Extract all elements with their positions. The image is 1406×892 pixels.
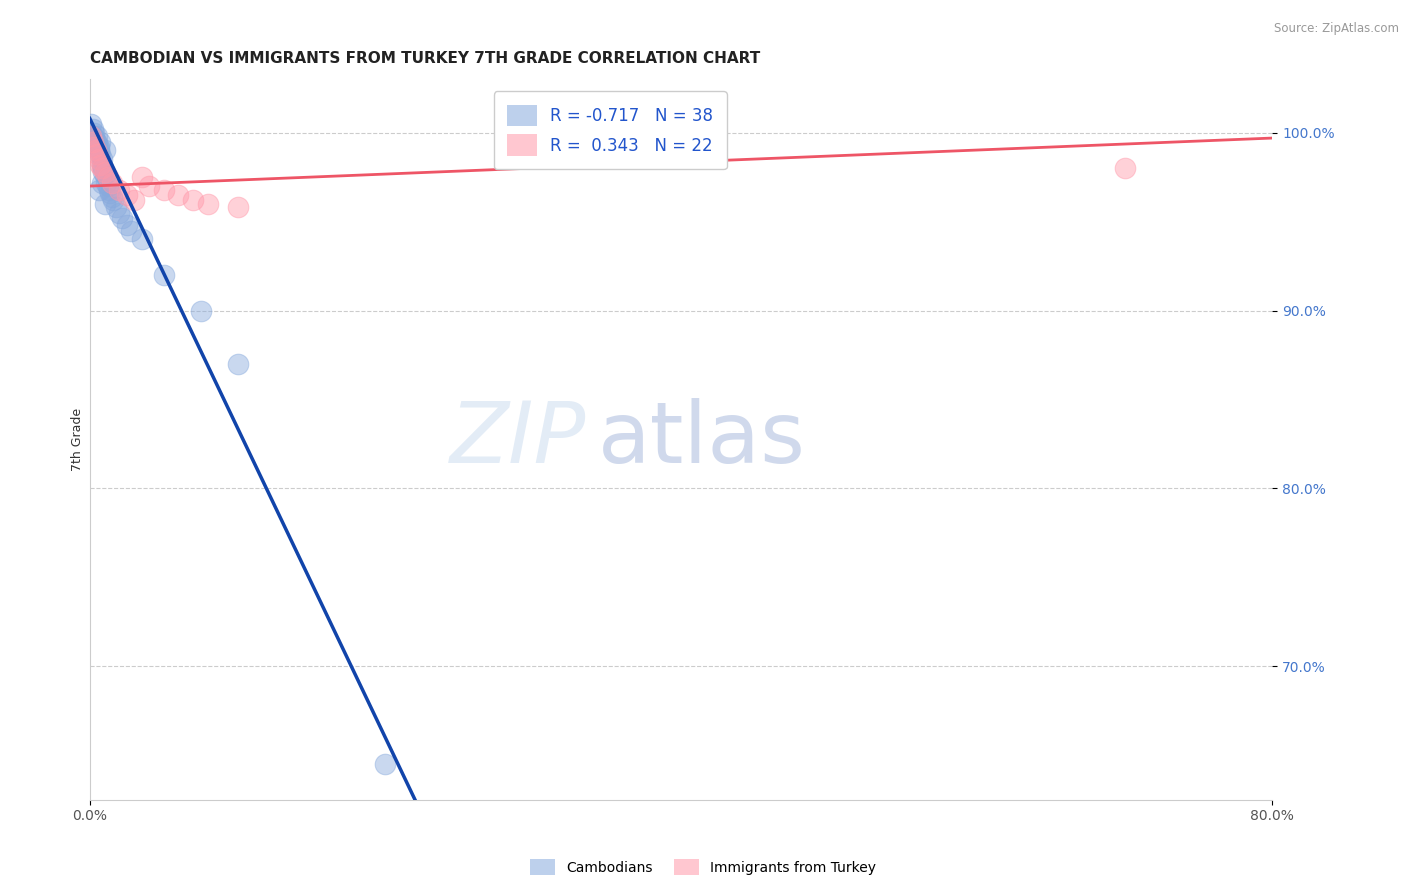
Point bbox=[91, 161, 114, 176]
Point bbox=[152, 183, 174, 197]
Point bbox=[87, 153, 110, 167]
Point bbox=[226, 201, 249, 215]
Point bbox=[80, 129, 103, 144]
Point bbox=[82, 129, 104, 144]
Point bbox=[90, 176, 112, 190]
Point bbox=[82, 135, 104, 149]
Point bbox=[91, 165, 114, 179]
Point bbox=[84, 135, 107, 149]
Point bbox=[100, 186, 122, 201]
Point bbox=[152, 268, 174, 282]
Point bbox=[190, 303, 212, 318]
Point bbox=[87, 144, 110, 158]
Point bbox=[131, 170, 153, 185]
Point bbox=[108, 183, 131, 197]
Point bbox=[90, 153, 112, 167]
Point bbox=[89, 147, 111, 161]
Text: CAMBODIAN VS IMMIGRANTS FROM TURKEY 7TH GRADE CORRELATION CHART: CAMBODIAN VS IMMIGRANTS FROM TURKEY 7TH … bbox=[90, 51, 761, 66]
Point bbox=[82, 122, 104, 136]
Point bbox=[115, 218, 138, 232]
Point bbox=[226, 357, 249, 371]
Point bbox=[131, 232, 153, 246]
Point bbox=[90, 158, 112, 172]
Point bbox=[167, 188, 190, 202]
Point bbox=[93, 169, 115, 183]
Point bbox=[122, 194, 145, 208]
Point bbox=[108, 206, 131, 220]
Point bbox=[84, 144, 107, 158]
Point bbox=[101, 190, 124, 204]
Point bbox=[98, 183, 121, 197]
Point bbox=[86, 129, 108, 144]
Point bbox=[374, 757, 396, 772]
Legend: R = -0.717   N = 38, R =  0.343   N = 22: R = -0.717 N = 38, R = 0.343 N = 22 bbox=[494, 91, 727, 169]
Point bbox=[94, 176, 117, 190]
Point bbox=[103, 194, 125, 208]
Point bbox=[83, 126, 105, 140]
Point bbox=[1114, 161, 1136, 176]
Point bbox=[93, 197, 115, 211]
Text: ZIP: ZIP bbox=[450, 398, 586, 481]
Point bbox=[93, 165, 115, 179]
Y-axis label: 7th Grade: 7th Grade bbox=[72, 408, 84, 471]
Point bbox=[87, 183, 110, 197]
Point bbox=[90, 161, 112, 176]
Point bbox=[84, 140, 107, 154]
Point bbox=[120, 223, 142, 237]
Text: Source: ZipAtlas.com: Source: ZipAtlas.com bbox=[1274, 22, 1399, 36]
Point bbox=[115, 188, 138, 202]
Point bbox=[96, 179, 118, 194]
Point bbox=[89, 158, 111, 172]
Point bbox=[181, 194, 204, 208]
Point bbox=[138, 179, 160, 194]
Point bbox=[87, 140, 110, 154]
Point bbox=[86, 147, 108, 161]
Point bbox=[96, 170, 118, 185]
Point bbox=[80, 117, 103, 131]
Legend: Cambodians, Immigrants from Turkey: Cambodians, Immigrants from Turkey bbox=[524, 854, 882, 880]
Point bbox=[83, 140, 105, 154]
Point bbox=[105, 201, 128, 215]
Point bbox=[86, 136, 108, 151]
Point bbox=[83, 131, 105, 145]
Point bbox=[93, 144, 115, 158]
Text: atlas: atlas bbox=[599, 398, 806, 481]
Point bbox=[111, 211, 134, 225]
Point bbox=[89, 135, 111, 149]
Point bbox=[101, 176, 124, 190]
Point bbox=[197, 197, 219, 211]
